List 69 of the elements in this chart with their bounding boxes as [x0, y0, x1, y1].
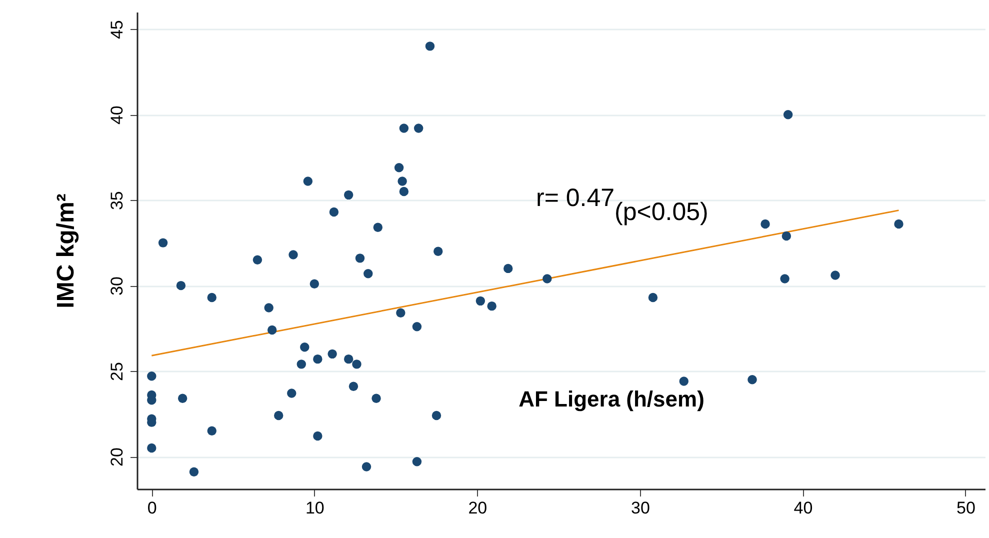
- point: [394, 162, 404, 172]
- point: [178, 394, 188, 403]
- point: [300, 342, 310, 352]
- point: [679, 376, 688, 386]
- point: [476, 296, 486, 306]
- y-tick-label: 30: [108, 276, 126, 296]
- y-tick-label: 20: [108, 448, 126, 466]
- point: [783, 110, 793, 120]
- point: [252, 255, 262, 265]
- point: [542, 274, 552, 284]
- point: [189, 467, 199, 477]
- y-tick-label: 35: [108, 191, 126, 210]
- point: [364, 268, 373, 278]
- point: [412, 322, 422, 332]
- point: [487, 301, 496, 311]
- point: [373, 222, 382, 232]
- point: [158, 238, 168, 248]
- point: [176, 280, 186, 290]
- point: [348, 382, 358, 392]
- point: [352, 360, 362, 369]
- point: [648, 292, 658, 302]
- point: [344, 190, 354, 200]
- x-tick-label: 10: [305, 498, 324, 518]
- point: [780, 274, 790, 284]
- x-tick-label: 50: [956, 498, 976, 518]
- point: [207, 292, 216, 302]
- point: [207, 426, 216, 436]
- point: [288, 250, 298, 260]
- x-tick-label: 40: [794, 498, 813, 518]
- point: [296, 360, 306, 369]
- point: [399, 124, 409, 133]
- y-tick-label: 40: [108, 106, 126, 125]
- x-axis-title: AF Ligera (h/sem): [518, 386, 704, 412]
- y-tick-label: 25: [108, 362, 126, 381]
- point: [830, 270, 840, 280]
- point: [362, 462, 372, 472]
- point: [760, 219, 770, 229]
- y-tick-label: 45: [108, 20, 126, 40]
- point: [267, 325, 277, 335]
- point: [398, 176, 407, 186]
- point: [503, 264, 513, 274]
- point: [414, 124, 424, 133]
- point: [147, 372, 156, 381]
- x-tick-label: 20: [468, 498, 488, 518]
- x-tick-label: 0: [147, 498, 157, 518]
- point: [434, 246, 443, 256]
- point: [313, 431, 322, 441]
- point: [147, 443, 156, 453]
- point: [782, 231, 792, 241]
- point: [412, 457, 422, 466]
- point: [274, 410, 284, 420]
- point: [310, 279, 320, 288]
- point: [396, 308, 406, 318]
- point: [399, 186, 409, 196]
- point: [425, 42, 435, 51]
- point: [303, 176, 313, 186]
- point: [313, 354, 322, 364]
- point: [264, 303, 274, 312]
- point: [372, 394, 381, 403]
- point: [287, 388, 296, 398]
- point: [432, 410, 442, 420]
- point: [748, 374, 757, 384]
- point: [328, 349, 337, 359]
- point: [329, 207, 339, 217]
- point: [344, 354, 354, 364]
- point: [894, 219, 904, 229]
- y-axis-title: IMC kg/m²: [52, 194, 80, 308]
- x-tick-label: 30: [630, 498, 650, 518]
- point: [355, 254, 365, 263]
